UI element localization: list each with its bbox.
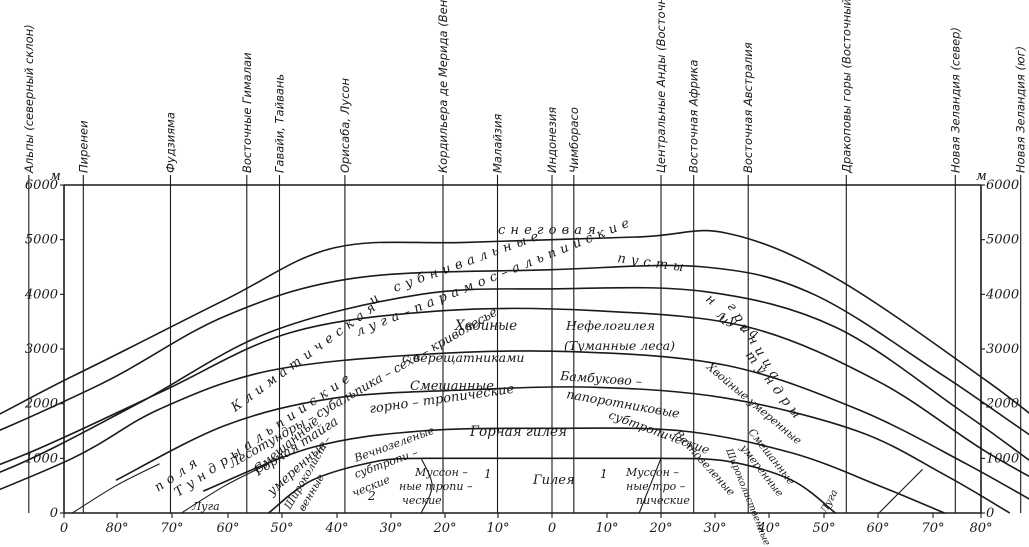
location-label: Новая Зеландия (юг) [1014, 46, 1028, 173]
location-label: Фудзияма [164, 112, 178, 173]
zone-conifer: Хвойные [454, 318, 517, 334]
y-tick-label-left: 5000 [25, 233, 58, 248]
climatic-snow-line [0, 229, 1029, 415]
x-tick-label: 0 [60, 521, 68, 536]
zone-meadow-left: Луга [191, 500, 220, 513]
subnival-boundary [0, 264, 1029, 436]
x-tick-label: 20° [432, 521, 456, 536]
conifer-boundary [0, 350, 1029, 500]
x-tick-label: 50° [812, 521, 835, 536]
location-label: Восточные Гималаи [240, 52, 254, 173]
y-tick-label-left: 4000 [24, 287, 58, 302]
zone-boundaries [0, 229, 1029, 514]
location-label: Дракоповы горы (Восточный склон) [839, 0, 853, 174]
x-tick-label: 30° [379, 521, 402, 536]
x-tick-label: 40° [324, 521, 348, 536]
y-tick-label-left: 6000 [25, 178, 58, 193]
location-label: Орисаба, Лусон [338, 78, 352, 173]
zone-number-1-left: 1 [484, 467, 492, 481]
x-tick-label: 0 [548, 521, 556, 536]
monsoon-right-divider [638, 458, 662, 514]
location-labels: Земля Франца-ИосифаШпицбергенЁкуль Фьорд… [22, 0, 1028, 174]
zone-number-2: 2 [367, 489, 376, 503]
zone-monsoon-right-a: Муссон – [625, 466, 679, 479]
x-tick-label: 70° [160, 521, 183, 536]
zone-monsoon-right-b: ные тро – [626, 480, 686, 493]
zone-monsoon-left-a: Муссон – [414, 466, 468, 479]
location-label: Чимборасо [567, 107, 581, 173]
tropic-boundary [202, 427, 945, 514]
x-tick-label: 80° [969, 521, 992, 536]
x-tick-label: 40° [756, 521, 780, 536]
location-label: Альпы (северный склон) [22, 24, 36, 174]
zone-n: н [702, 292, 719, 309]
location-label: Гавайи, Тайвань [273, 74, 287, 173]
y-unit-left: м [50, 169, 61, 184]
subtropic-left-divider [181, 463, 269, 514]
location-label: Восточная Австралия [741, 42, 755, 173]
location-label: Индонезия [545, 107, 559, 173]
location-label: Новая Зеландия (север) [948, 27, 962, 173]
zone-bamboo: Бамбуково – [559, 368, 643, 389]
hylaea-dome-right [660, 457, 836, 514]
zone-deserts: п у с т ы [616, 251, 685, 275]
zone-monsoon-left-b: ные тропи – [399, 480, 473, 493]
zone-labels: с н е г о в а я К л и м а т и ч е с к а … [152, 216, 841, 547]
zone-mixed-2: Смешанные [410, 379, 494, 394]
location-label: Восточная Африка [687, 60, 701, 173]
y-tick-label-left: 3000 [25, 342, 58, 357]
zone-number-1-right: 1 [600, 467, 608, 481]
x-tick-label: 10° [595, 521, 618, 536]
zone-with-heath: с верещатниками [402, 350, 524, 365]
x-tick-label: 60° [216, 521, 239, 536]
zone-monsoon-left-c: ческие [402, 494, 442, 507]
location-label: Пиренеи [76, 120, 90, 173]
x-tick-label: 20° [648, 521, 672, 536]
zone-mountain-hylaea: Горная гилея [469, 424, 567, 440]
x-tick-label: 10° [486, 521, 509, 536]
hylaea-dome-left [268, 457, 422, 514]
heath-boundary [115, 386, 1011, 514]
paramo-boundary [0, 286, 1029, 473]
y-tick-label-right: 6000 [986, 178, 1019, 193]
zone-nefelogilei: Нефелогилея [565, 318, 655, 333]
location-label: Малайзия [491, 114, 505, 173]
x-tick-label: 70° [921, 521, 944, 536]
x-tick-label: 50° [270, 521, 293, 536]
y-unit-right: м [976, 169, 987, 184]
y-tick-label-right: 1000 [986, 451, 1019, 466]
y-tick-label-left: 0 [50, 506, 58, 521]
zone-hylaea: Гилея [532, 473, 575, 488]
y-tick-label-left: 1000 [25, 451, 58, 466]
monsoon-left-divider [420, 458, 433, 514]
broadleaf-left-divider [72, 463, 160, 514]
location-label: Центральные Анды (Восточный склон) [654, 0, 668, 173]
x-tick-label: 30° [703, 521, 726, 536]
y-tick-label-right: 2000 [985, 397, 1019, 412]
x-tick-label: 60° [866, 521, 889, 536]
y-tick-label-right: 0 [986, 506, 994, 521]
krummholz-boundary [0, 307, 1029, 478]
y-tick-label-right: 4000 [985, 287, 1019, 302]
zone-monsoon-right-c: пические [636, 494, 690, 507]
zone-foggy-forest: (Туманные леса) [564, 338, 675, 353]
y-tick-label-right: 3000 [986, 342, 1019, 357]
x-tick-label: 80° [105, 521, 128, 536]
x-axis: 0 80° 70° 60° 50° 40° 30° 20° 10° 0 10° 20° 30° 40° 50… [60, 513, 993, 536]
y-tick-label-right: 5000 [986, 233, 1019, 248]
zone-snow-line: с н е г о в а я [498, 223, 596, 238]
location-label: Кордильера де Мерида (Венесуэла) [436, 0, 450, 173]
broadleaf-right-divider [878, 468, 923, 514]
